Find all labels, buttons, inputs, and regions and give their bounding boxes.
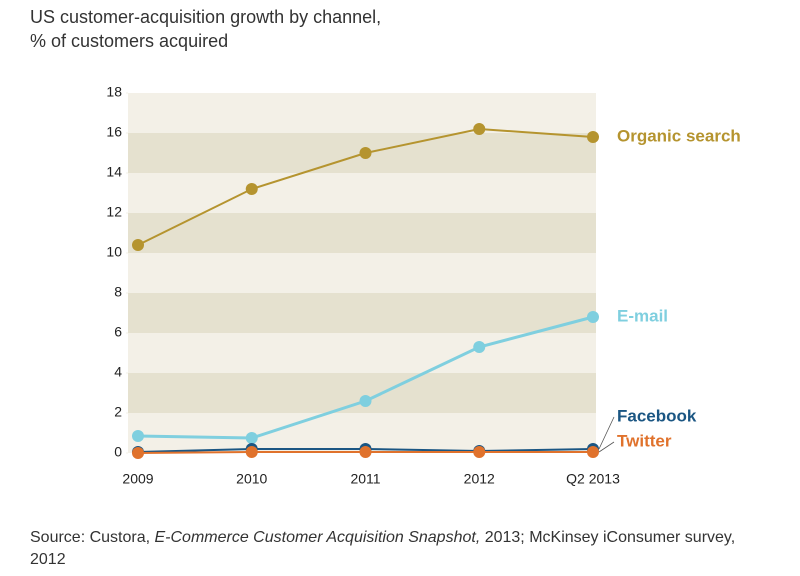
y-tick-label: 4 <box>114 364 122 380</box>
label-leader <box>598 441 615 453</box>
source-text: 2013; McKinsey iConsumer survey, 2012 <box>30 529 736 568</box>
y-tick-label: 14 <box>106 164 122 180</box>
data-point <box>359 446 372 458</box>
y-tick-label: 10 <box>106 244 122 260</box>
data-point <box>132 430 144 442</box>
grid-band <box>128 213 596 253</box>
y-tick-label: 18 <box>106 84 122 100</box>
grid-band <box>128 93 596 133</box>
series: E-mail <box>132 306 668 444</box>
series-label: Twitter <box>617 431 672 450</box>
data-point <box>587 131 599 143</box>
data-point <box>359 147 372 159</box>
data-point <box>245 432 258 444</box>
data-point <box>587 311 599 323</box>
series: Twitter <box>132 431 672 459</box>
x-tick-label: Q2 2013 <box>566 471 620 487</box>
data-point <box>359 395 372 407</box>
chart-subtitle: % of customers acquired <box>30 31 228 51</box>
y-tick-label: 8 <box>114 284 122 300</box>
chart: US customer-acquisition growth by channe… <box>30 7 741 487</box>
grid-band <box>128 293 596 333</box>
grid-band <box>128 173 596 213</box>
data-point <box>132 447 144 459</box>
source-note: Source: Custora, E-Commerce Customer Acq… <box>30 527 760 571</box>
grid-band <box>128 333 596 373</box>
data-point <box>473 446 486 458</box>
x-tick-label: 2012 <box>464 471 495 487</box>
data-point <box>132 239 144 251</box>
x-tick-label: 2010 <box>236 471 267 487</box>
label-leader <box>598 416 615 450</box>
y-tick-label: 12 <box>106 204 122 220</box>
grid-band <box>128 253 596 293</box>
source-text: E-Commerce Customer Acquisition Snapshot… <box>154 529 481 546</box>
data-point <box>473 341 486 353</box>
data-point <box>587 446 599 458</box>
y-tick-label: 6 <box>114 324 122 340</box>
source-text: Source: Custora, <box>30 529 155 546</box>
series-label: E-mail <box>617 306 668 325</box>
y-tick-label: 0 <box>114 444 122 460</box>
x-tick-label: 2009 <box>122 471 153 487</box>
series-label: Organic search <box>617 126 741 145</box>
series: Organic search <box>132 123 741 251</box>
data-point <box>245 446 258 458</box>
data-point <box>245 183 258 195</box>
y-tick-label: 16 <box>106 124 122 140</box>
series-label: Facebook <box>617 406 697 425</box>
data-point <box>473 123 486 135</box>
y-tick-label: 2 <box>114 404 122 420</box>
grid-band <box>128 373 596 413</box>
chart-title: US customer-acquisition growth by channe… <box>30 7 381 27</box>
x-tick-label: 2011 <box>350 471 380 487</box>
